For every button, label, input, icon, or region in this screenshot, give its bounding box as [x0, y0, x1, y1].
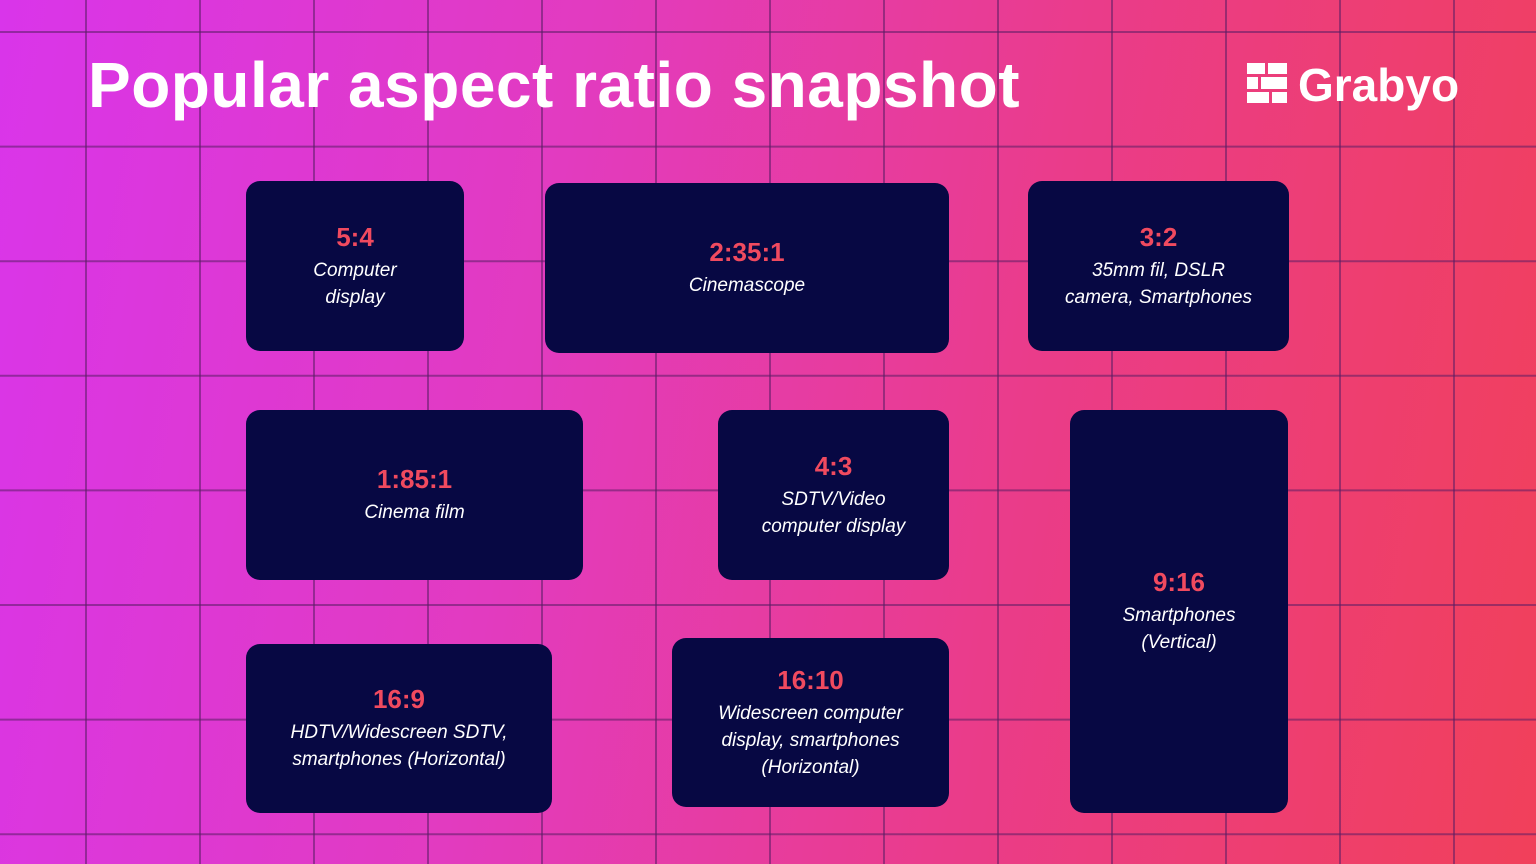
ratio-card: 3:2 35mm fil, DSLR camera, Smartphones: [1028, 181, 1289, 351]
ratio-description: 35mm fil, DSLR: [1091, 259, 1226, 281]
ratio-description: Computer: [313, 259, 397, 281]
ratio-card: 9:16 Smartphones (Vertical): [1070, 410, 1288, 813]
ratio-description: computer display: [761, 515, 906, 537]
ratio-label: 3:2: [1139, 221, 1178, 252]
ratio-label: 16:10: [777, 664, 844, 695]
ratio-card: 2:35:1 Cinemascope: [545, 183, 949, 353]
ratio-label: 5:4: [336, 221, 374, 252]
ratio-description: display: [325, 286, 385, 308]
ratio-label: 2:35:1: [709, 237, 785, 267]
ratio-description: Smartphones: [1122, 605, 1236, 626]
ratio-description: display, smartphones: [721, 729, 900, 751]
brand-logo: [1247, 63, 1287, 103]
title: Popular aspect ratio snapshot: [88, 49, 1021, 121]
ratio-label: 1:85:1: [376, 464, 453, 494]
brand-name: Grabyo: [1298, 59, 1460, 111]
ratio-card: 1:85:1 Cinema film: [246, 410, 583, 580]
ratio-description: (Horizontal): [761, 756, 860, 778]
ratio-description: Cinema film: [364, 502, 465, 523]
ratio-card: 5:4 Computer display: [246, 181, 464, 351]
ratio-card: 16:9 HDTV/Widescreen SDTV, smartphones (Ho…: [246, 644, 552, 813]
ratio-label: 16:9: [372, 684, 426, 714]
ratio-description: Widescreen computer: [718, 702, 903, 724]
ratio-description: HDTV/Widescreen SDTV,: [290, 722, 508, 743]
ratio-description: SDTV/Video: [781, 488, 886, 510]
ratio-description: smartphones (Horizontal): [292, 749, 506, 770]
ratio-card: 16:10 Widescreen computer display, smartph…: [672, 638, 949, 807]
ratio-card: 4:3 SDTV/Video computer display: [718, 410, 949, 580]
ratio-description: Cinemascope: [688, 275, 806, 296]
ratio-description: camera, Smartphones: [1065, 286, 1252, 308]
ratio-label: 9:16: [1152, 567, 1206, 597]
ratio-label: 4:3: [814, 450, 853, 481]
ratio-description: (Vertical): [1141, 632, 1217, 653]
